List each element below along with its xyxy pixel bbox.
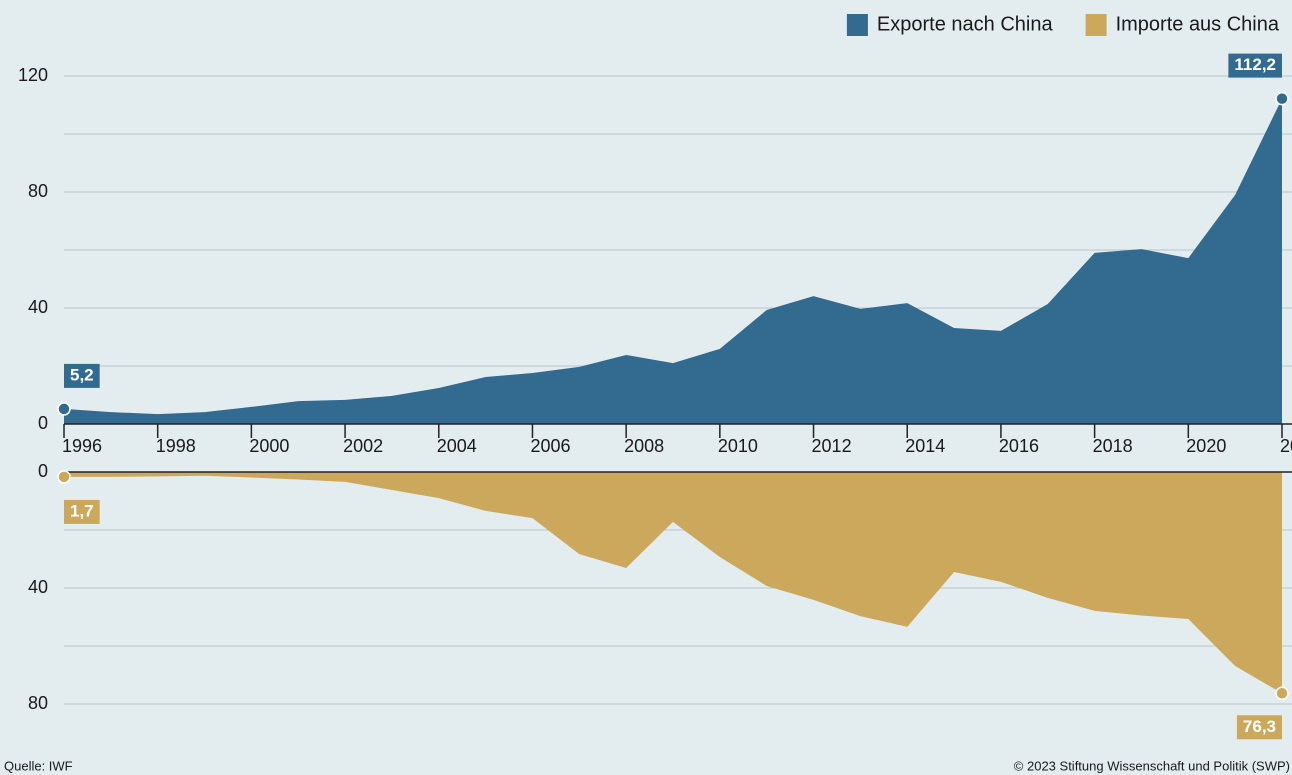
- y-tick-label: 0: [38, 461, 48, 481]
- x-tick-label: 2000: [249, 436, 289, 456]
- x-tick-label: 2008: [624, 436, 664, 456]
- value-label: 5,2: [70, 365, 94, 384]
- legend-label: Importe aus China: [1116, 13, 1280, 35]
- y-tick-label: 0: [38, 413, 48, 433]
- source: Quelle: IWF: [4, 758, 73, 773]
- x-tick-label: 2022: [1280, 436, 1292, 456]
- y-tick-label: 40: [28, 297, 48, 317]
- point: [57, 470, 71, 484]
- x-tick-label: 2020: [1186, 436, 1226, 456]
- value-label-box: [1228, 53, 1282, 78]
- point: [1275, 91, 1289, 106]
- area: [64, 98, 1282, 425]
- x-tick-label: 2012: [812, 436, 852, 456]
- value-label: 112,2: [1234, 55, 1276, 74]
- value-label: 76,3: [1243, 717, 1276, 736]
- legend-swatch: [846, 14, 868, 36]
- copyright: © 2023 Stiftung Wissenschaft und Politik…: [1014, 758, 1290, 773]
- point: [57, 402, 71, 416]
- point: [1275, 686, 1289, 701]
- value-label-box: [64, 499, 100, 524]
- x-tick-label: 2004: [437, 436, 477, 456]
- y-tick-label: 120: [18, 65, 48, 85]
- x-tick-label: 2016: [999, 436, 1039, 456]
- legend-swatch: [1085, 14, 1107, 36]
- value-label-box: [64, 363, 100, 388]
- value-label: 1,7: [70, 501, 94, 520]
- y-tick-label: 80: [28, 693, 48, 713]
- x-tick-label: 1996: [62, 436, 102, 456]
- x-tick-label: 2006: [530, 436, 570, 456]
- x-tick-label: 2002: [343, 436, 383, 456]
- legend-label: Exporte nach China: [877, 13, 1054, 35]
- x-tick-label: 2018: [1093, 436, 1133, 456]
- x-tick-label: 2014: [905, 436, 945, 456]
- y-tick-label: 80: [28, 181, 48, 201]
- y-tick-label: 40: [28, 577, 48, 597]
- area: [64, 472, 1282, 694]
- x-tick-label: 1998: [156, 436, 196, 456]
- value-label-box: [1236, 715, 1282, 740]
- x-tick-label: 2010: [718, 436, 758, 456]
